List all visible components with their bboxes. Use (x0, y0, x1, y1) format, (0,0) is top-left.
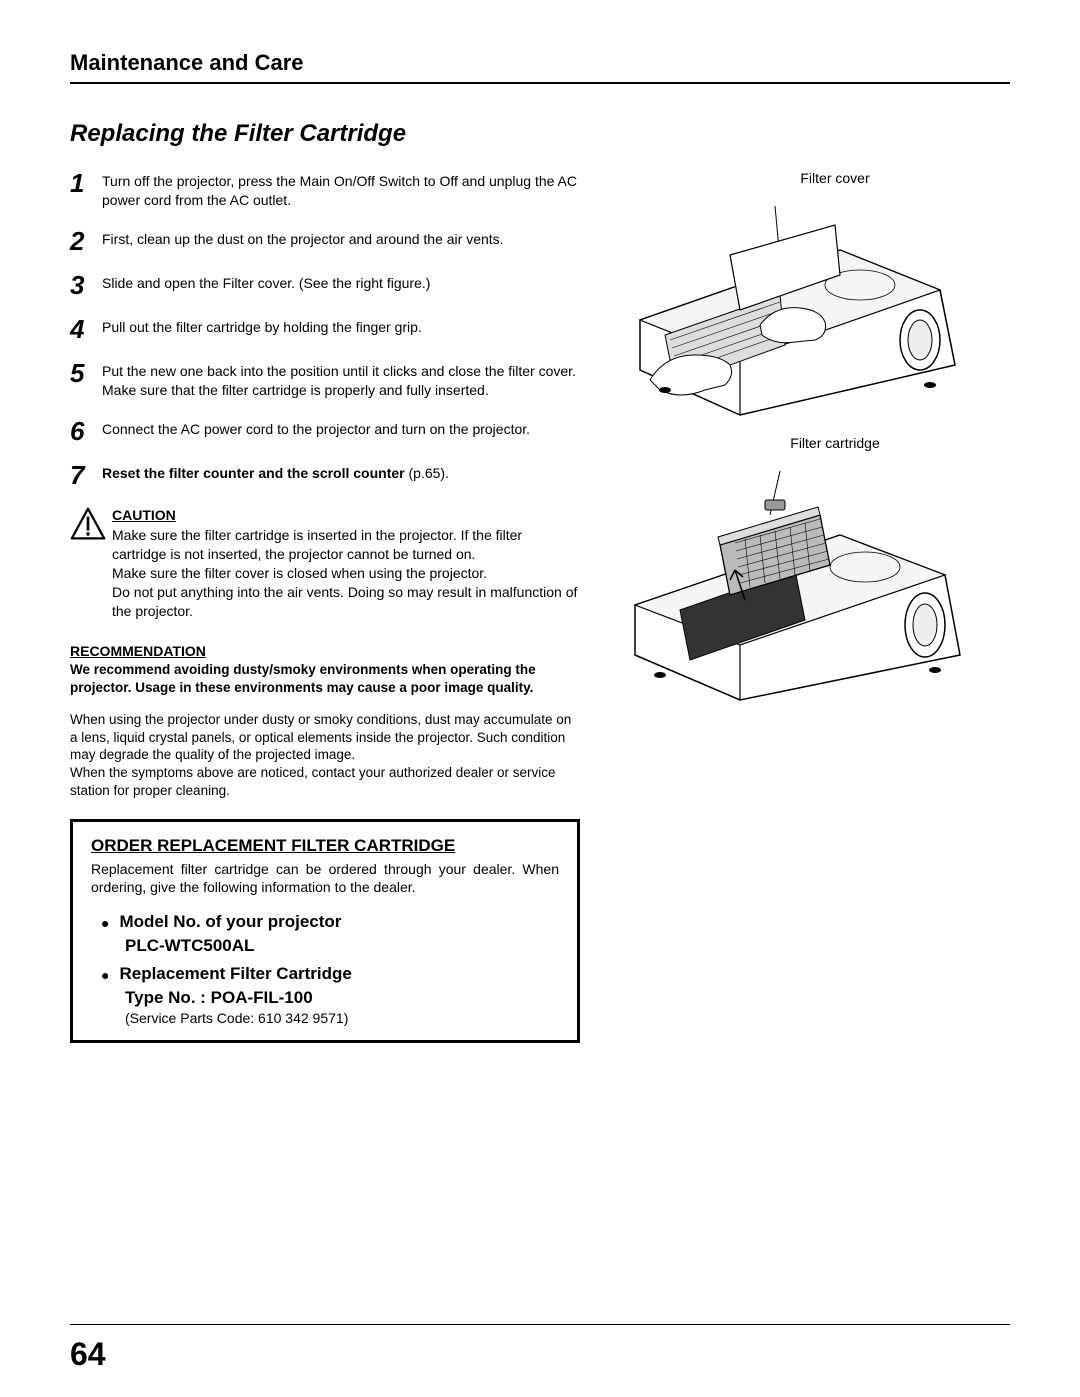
step-text: Reset the filter counter and the scroll … (102, 462, 449, 488)
recommendation-text: When using the projector under dusty or … (70, 712, 571, 762)
caution-title: CAUTION (112, 506, 580, 525)
step-number: 6 (70, 418, 102, 444)
recommendation-body: When using the projector under dusty or … (70, 711, 580, 799)
figure-label: Filter cartridge (690, 435, 980, 451)
page-rule (70, 1324, 1010, 1325)
order-text: Replacement filter cartridge can be orde… (91, 860, 559, 896)
bullet-dot-icon: ● (101, 964, 109, 986)
order-service-code: (Service Parts Code: 610 342 9571) (125, 1010, 559, 1026)
step-3: 3 Slide and open the Filter cover. (See … (70, 272, 580, 298)
order-bullets: ● Replacement Filter Cartridge (91, 964, 559, 986)
step-number: 2 (70, 228, 102, 254)
section-header: Maintenance and Care (70, 50, 1010, 84)
left-column: 1 Turn off the projector, press the Main… (70, 170, 580, 1043)
bullet-dot-icon: ● (101, 912, 109, 934)
order-bullet-text: Replacement Filter Cartridge (119, 964, 351, 984)
recommendation-bold: We recommend avoiding dusty/smoky enviro… (70, 661, 580, 697)
step-2: 2 First, clean up the dust on the projec… (70, 228, 580, 254)
order-bullets: ● Model No. of your projector (91, 912, 559, 934)
order-subline: PLC-WTC500AL (125, 936, 559, 956)
caution-text: Make sure the filter cartridge is insert… (112, 526, 580, 564)
step-number: 3 (70, 272, 102, 298)
step-5: 5 Put the new one back into the position… (70, 360, 580, 400)
caution-block: CAUTION Make sure the filter cartridge i… (70, 506, 580, 621)
step-bold-text: Reset the filter counter and the scroll … (102, 465, 409, 481)
projector-filter-cartridge-illustration (610, 455, 980, 705)
step-4: 4 Pull out the filter cartridge by holdi… (70, 316, 580, 342)
figure-1: Filter cover (610, 170, 980, 425)
step-6: 6 Connect the AC power cord to the proje… (70, 418, 580, 444)
figure-label: Filter cover (690, 170, 980, 186)
page-subheading: Replacing the Filter Cartridge (70, 120, 1010, 148)
order-bullet: ● Model No. of your projector (101, 912, 559, 934)
caution-text: Do not put anything into the air vents. … (112, 583, 580, 621)
projector-filter-cover-illustration (610, 190, 980, 420)
order-subline: Type No. : POA-FIL-100 (125, 988, 559, 1008)
figure-2: Filter cartridge (610, 435, 980, 710)
caution-text: Make sure the filter cover is closed whe… (112, 564, 580, 583)
step-7: 7 Reset the filter counter and the scrol… (70, 462, 580, 488)
order-box: ORDER REPLACEMENT FILTER CARTRIDGE Repla… (70, 819, 580, 1043)
step-text: Pull out the filter cartridge by holding… (102, 316, 422, 342)
step-number: 1 (70, 170, 102, 210)
order-bullet-text: Model No. of your projector (119, 912, 341, 932)
step-number: 4 (70, 316, 102, 342)
recommendation-title: RECOMMENDATION (70, 643, 580, 659)
step-page-ref: (p.65). (409, 465, 449, 481)
step-text: Turn off the projector, press the Main O… (102, 170, 580, 210)
step-number: 5 (70, 360, 102, 400)
step-number: 7 (70, 462, 102, 488)
caution-body: CAUTION Make sure the filter cartridge i… (112, 506, 580, 621)
step-text: Put the new one back into the position u… (102, 360, 580, 400)
step-text: First, clean up the dust on the projecto… (102, 228, 504, 254)
step-1: 1 Turn off the projector, press the Main… (70, 170, 580, 210)
step-text: Slide and open the Filter cover. (See th… (102, 272, 430, 298)
page-number: 64 (70, 1336, 106, 1373)
order-title: ORDER REPLACEMENT FILTER CARTRIDGE (91, 836, 559, 856)
right-column: Filter cover (610, 170, 980, 1043)
step-text: Connect the AC power cord to the project… (102, 418, 530, 444)
order-bullet: ● Replacement Filter Cartridge (101, 964, 559, 986)
caution-icon (70, 506, 112, 621)
recommendation-text: When the symptoms above are noticed, con… (70, 765, 556, 798)
